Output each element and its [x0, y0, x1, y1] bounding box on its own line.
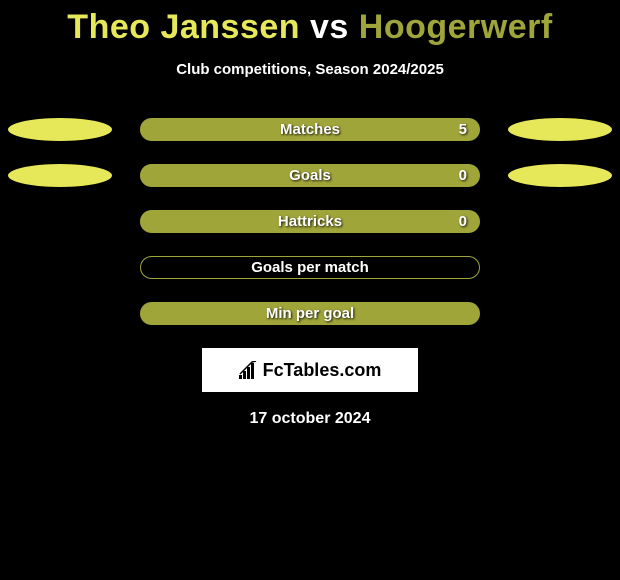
- comparison-card: Theo Janssen vs Hoogerwerf Club competit…: [0, 0, 620, 428]
- stat-bar: Goals per match: [140, 256, 480, 279]
- stat-row: Matches 5: [0, 118, 620, 141]
- player-one-name: Theo Janssen: [67, 8, 300, 46]
- page-title: Theo Janssen vs Hoogerwerf: [0, 8, 620, 47]
- brand-name: FcTables.com: [263, 360, 382, 381]
- player-two-name: Hoogerwerf: [359, 8, 553, 46]
- chart-icon: [239, 361, 259, 379]
- stat-bar: Matches 5: [140, 118, 480, 141]
- right-ellipse: [508, 164, 612, 187]
- stat-label: Min per goal: [266, 305, 354, 322]
- stat-bar: Min per goal: [140, 302, 480, 325]
- stat-label: Goals per match: [251, 259, 369, 276]
- subtitle: Club competitions, Season 2024/2025: [0, 61, 620, 78]
- stat-value: 5: [459, 121, 467, 138]
- stat-row: Goals 0: [0, 164, 620, 187]
- stat-row: Min per goal: [0, 302, 620, 325]
- stat-bar: Hattricks 0: [140, 210, 480, 233]
- left-ellipse: [8, 164, 112, 187]
- stat-value: 0: [459, 213, 467, 230]
- stat-row: Goals per match: [0, 256, 620, 279]
- stat-label: Goals: [289, 167, 331, 184]
- stat-row: Hattricks 0: [0, 210, 620, 233]
- stat-value: 0: [459, 167, 467, 184]
- date-text: 17 october 2024: [0, 410, 620, 428]
- left-ellipse: [8, 118, 112, 141]
- stat-bar: Goals 0: [140, 164, 480, 187]
- brand-logo[interactable]: FcTables.com: [202, 348, 418, 392]
- stat-rows: Matches 5 Goals 0 Hattricks 0 Goals per match M…: [0, 118, 620, 325]
- stat-label: Matches: [280, 121, 340, 138]
- right-ellipse: [508, 118, 612, 141]
- stat-label: Hattricks: [278, 213, 342, 230]
- vs-text: vs: [300, 8, 359, 46]
